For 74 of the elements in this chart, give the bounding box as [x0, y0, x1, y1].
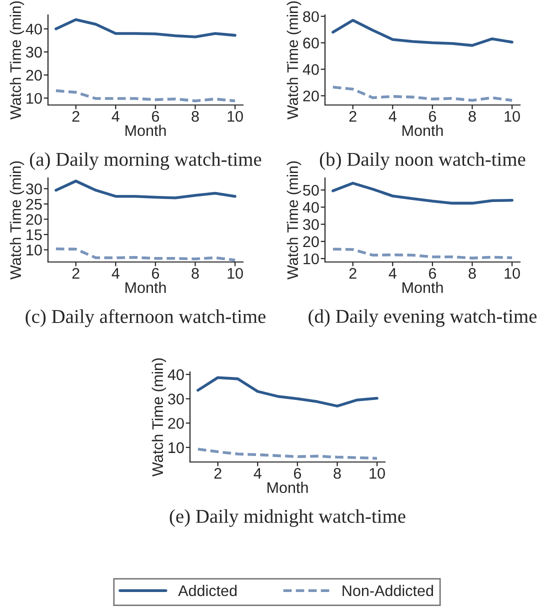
text: (d) Daily evening watch-time: [308, 309, 537, 327]
x-tick-label: 6: [428, 110, 436, 122]
text: (b) Daily noon watch-time: [320, 152, 526, 170]
x-tick-label: 4: [112, 111, 120, 122]
y-tick-label: 30: [26, 46, 42, 58]
y-tick-label: 80: [303, 11, 319, 22]
y-tick-label: 20: [26, 70, 42, 81]
y-axis-title: Watch Time (min): [286, 161, 302, 280]
x-tick-label: 6: [294, 468, 302, 479]
x-axis-title: Month: [126, 124, 166, 136]
y-tick-label: 10: [26, 244, 42, 256]
text: (c) Daily afternoon watch-time: [26, 309, 266, 328]
line-series: [54, 89, 236, 102]
x-tick-label: 4: [254, 468, 262, 479]
y-tick-label: 10: [168, 442, 184, 454]
x-axis-title: Month: [126, 282, 166, 294]
y-tick-label: 30: [26, 184, 42, 194]
line-series: [332, 18, 514, 47]
y-tick-label: 60: [303, 38, 319, 48]
x-tick-label: 8: [192, 110, 199, 122]
x-tick-label: 10: [370, 468, 385, 479]
x-tick-label: 6: [428, 268, 436, 279]
x-tick-label: 10: [228, 268, 243, 279]
x-tick-label: 8: [334, 468, 341, 479]
x-axis-title: Month: [268, 482, 308, 494]
text: (a) Daily morning watch-time: [30, 152, 262, 170]
line-series: [332, 182, 514, 205]
y-axis-title: Watch Time (min): [10, 1, 24, 120]
y-tick-label: 30: [168, 394, 184, 404]
x-axis-title: Month: [402, 124, 443, 136]
x-tick-label: 8: [192, 268, 199, 279]
legend-label: Addicted: [178, 584, 237, 596]
text: (e) Daily midnight watch-time: [170, 509, 406, 527]
line-series: [54, 180, 236, 200]
line-series: [332, 86, 514, 102]
y-tick-label: 15: [26, 230, 42, 240]
x-tick-label: 4: [112, 268, 120, 279]
y-axis-title: Watch Time (min): [152, 358, 166, 476]
y-tick-label: 25: [26, 198, 42, 210]
y-axis-title: Watch Time (min): [286, 1, 302, 120]
x-tick-label: 2: [72, 110, 80, 122]
y-tick-label: 30: [303, 219, 319, 230]
x-tick-label: 2: [72, 268, 80, 279]
y-axis-title: Watch Time (min): [10, 161, 24, 280]
line-series: [54, 18, 236, 38]
x-tick-label: 8: [468, 110, 476, 122]
y-tick-label: 40: [302, 64, 319, 75]
line-series: [54, 247, 236, 262]
x-tick-label: 10: [504, 268, 520, 279]
line-series: [196, 376, 378, 408]
y-tick-label: 20: [303, 90, 319, 102]
legend-label: Non-Addicted: [342, 584, 433, 596]
x-tick-label: 2: [349, 110, 356, 122]
x-tick-label: 4: [388, 111, 396, 122]
x-tick-label: 10: [228, 110, 243, 122]
y-tick-label: 40: [168, 369, 184, 380]
y-tick-label: 40: [26, 24, 42, 35]
line-series: [332, 248, 514, 260]
line-series: [196, 448, 378, 460]
x-tick-label: 2: [214, 468, 222, 479]
y-tick-label: 20: [303, 236, 319, 248]
y-tick-label: 20: [168, 418, 184, 429]
x-tick-label: 2: [349, 268, 356, 279]
y-tick-label: 20: [26, 214, 42, 225]
y-tick-label: 40: [302, 202, 319, 213]
y-tick-label: 50: [303, 184, 319, 196]
x-tick-label: 4: [388, 268, 396, 279]
x-tick-label: 6: [152, 110, 160, 122]
y-tick-label: 10: [304, 253, 319, 264]
x-tick-label: 6: [152, 268, 160, 279]
x-tick-label: 10: [504, 110, 520, 122]
x-axis-title: Month: [402, 282, 443, 294]
y-tick-label: 10: [26, 92, 42, 104]
x-tick-label: 8: [468, 268, 476, 279]
